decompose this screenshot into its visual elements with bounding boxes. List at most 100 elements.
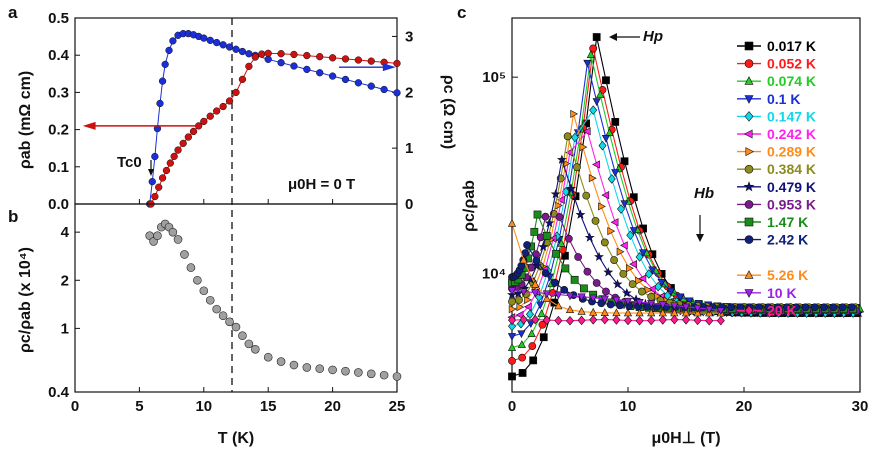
data-point [625, 264, 634, 273]
data-point [705, 306, 714, 314]
data-point [251, 53, 259, 61]
panel-c-xtick-label: 20 [736, 398, 753, 415]
data-point [810, 303, 819, 312]
panel-c-ticks: 10⁴ 10⁵ 0 10 20 30 [482, 69, 868, 415]
data-point [801, 303, 810, 312]
panel-a-ytick-right-label: 3 [405, 28, 413, 45]
data-point [392, 372, 402, 381]
data-point [602, 287, 610, 296]
data-point [508, 321, 516, 332]
legend-label: 0.074 K [767, 73, 816, 89]
data-point [693, 315, 702, 326]
data-point [206, 36, 214, 44]
panel-b-letter: b [8, 207, 18, 226]
panel-c-ytick-label: 10⁴ [482, 266, 506, 283]
data-point [530, 227, 539, 236]
data-point [263, 352, 273, 362]
legend-marker [744, 95, 754, 104]
panel-c-arrows [609, 33, 704, 242]
data-point [245, 50, 253, 58]
data-point [629, 260, 637, 269]
data-point [151, 192, 159, 201]
hb-annotation: Hb [694, 185, 714, 202]
data-point [552, 249, 560, 258]
data-point [620, 157, 629, 166]
data-point [601, 134, 611, 143]
data-point [541, 212, 550, 221]
data-point [531, 289, 540, 298]
data-point [560, 285, 569, 294]
data-point [508, 356, 516, 365]
data-point [523, 302, 532, 311]
panel-b-xlabel: T (K) [218, 430, 254, 447]
data-point [647, 284, 656, 294]
data-point [638, 249, 648, 258]
data-point [556, 154, 567, 164]
data-point [531, 279, 540, 288]
data-point [245, 62, 253, 71]
data-point [328, 72, 337, 80]
data-point [670, 314, 679, 325]
panel-b-xtick-label: 0 [71, 398, 79, 415]
data-point [586, 50, 595, 58]
legend-marker [744, 59, 754, 68]
data-point [219, 102, 227, 111]
data-point [155, 183, 163, 191]
data-point [205, 295, 215, 305]
data-point [153, 231, 162, 241]
data-point [158, 77, 167, 85]
data-point [612, 315, 621, 325]
data-point [541, 269, 550, 277]
data-point [654, 281, 663, 292]
data-point [612, 296, 621, 305]
data-point [532, 260, 542, 270]
legend-label: 0.1 K [767, 91, 800, 107]
data-point [658, 315, 667, 325]
data-point [592, 98, 601, 107]
data-point [531, 314, 540, 325]
data-point [277, 59, 285, 67]
data-point [602, 76, 610, 85]
data-point [565, 292, 575, 301]
legend-marker [744, 217, 754, 227]
legend-label: 1.47 K [767, 214, 808, 230]
data-point [638, 274, 647, 283]
data-point [601, 190, 610, 200]
data-point [566, 315, 574, 326]
data-point [184, 133, 192, 141]
panel-a-letter: a [8, 3, 18, 22]
data-point [716, 315, 725, 326]
legend-marker [744, 289, 754, 298]
data-point [670, 302, 679, 311]
data-point [213, 38, 221, 47]
data-point [577, 293, 586, 302]
legend-marker [745, 147, 755, 157]
data-point [169, 37, 177, 45]
panel-c-xtick-label: 30 [852, 398, 869, 415]
data-point [648, 266, 657, 275]
data-point [199, 286, 209, 296]
data-point [592, 33, 601, 41]
data-point [523, 241, 531, 249]
data-point [619, 241, 628, 250]
data-point [518, 369, 527, 377]
data-point [603, 267, 614, 277]
legend-label: 0.289 K [767, 144, 816, 160]
hp-annotation: Hp [643, 28, 663, 45]
data-point [566, 183, 577, 193]
data-point [354, 79, 363, 87]
panel-b-frame [74, 203, 398, 393]
data-point [625, 302, 634, 310]
panel-c-xlabel: μ0H⊥ (T) [651, 430, 720, 447]
data-point [565, 305, 575, 313]
data-point [592, 160, 600, 169]
data-point [213, 107, 221, 115]
data-point [328, 54, 337, 62]
legend-label: 5.26 K [767, 267, 808, 283]
panel-b: b 0.4 1 2 4 0 5 10 15 20 25 ρc/ρab (x 10⁴) T (K) [8, 203, 405, 447]
panel-a-ylabel-left: ρab (mΩ cm) [17, 71, 34, 169]
legend-label: 0.052 K [767, 56, 816, 72]
data-point [393, 89, 401, 97]
data-point [588, 174, 597, 183]
data-point [517, 340, 526, 348]
